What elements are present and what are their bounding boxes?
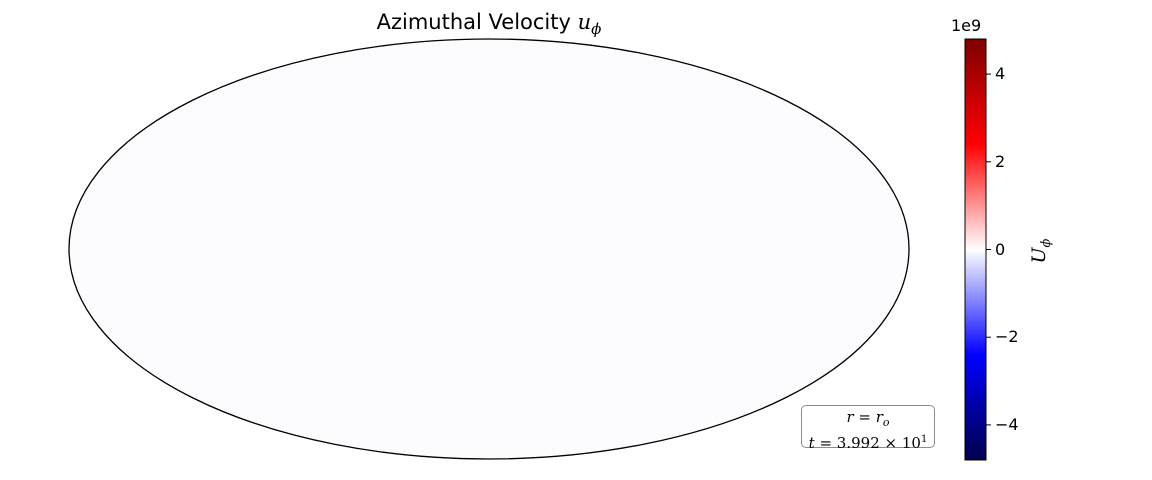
annotation-time-line: t = 3.992 × 101 [808, 434, 928, 452]
colorbar-ticks [986, 73, 991, 426]
annotation-t-base: 10 [901, 434, 921, 452]
title-symbol-subscript: ϕ [591, 20, 602, 39]
annotation-r-subscript: o [882, 416, 890, 429]
annotation-r-symbol: r [846, 408, 854, 426]
annotation-r-value: r [875, 408, 883, 426]
annotation-t-exponent: 1 [920, 434, 928, 445]
colorbar-axis-label: Uϕ [1024, 236, 1054, 266]
colorbar-tick-label: 0 [995, 239, 1006, 259]
annotation-radius-line: r = ro [846, 408, 890, 430]
colorbar-tick-label: 4 [995, 64, 1006, 84]
colorbar-tick-label: −2 [995, 327, 1019, 347]
colorbar-label-letter: U [1028, 247, 1050, 264]
annotation-t-symbol: t [808, 434, 815, 452]
colorbar-tick-label: −4 [995, 414, 1019, 434]
annotation-box: r = ro t = 3.992 × 101 [801, 405, 935, 452]
chart-title-symbol: uϕ [577, 10, 602, 38]
title-symbol-letter: u [577, 10, 592, 34]
colorbar-exponent-label: 1e9 [951, 16, 982, 35]
mollweide-map [68, 38, 910, 460]
colorbar-tick-label: 2 [995, 151, 1006, 171]
chart-title-text: Azimuthal Velocity [376, 10, 571, 34]
colorbar-label-subscript: ϕ [1038, 238, 1054, 248]
chart-title: Azimuthal Velocity uϕ [0, 10, 978, 38]
annotation-t-mantissa: 3.992 [836, 434, 880, 452]
colorbar-gradient [965, 39, 986, 460]
